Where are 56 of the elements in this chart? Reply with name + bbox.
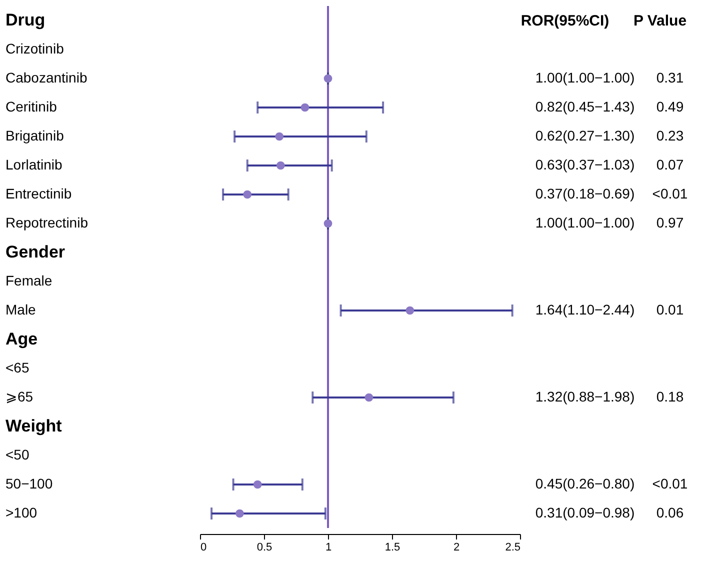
y-tick-label: ⩾65: [6, 388, 34, 404]
data-label: 0.45(0.26−0.80): [535, 476, 635, 492]
x-tick-label: 1: [325, 542, 332, 554]
text: 0.01: [656, 302, 684, 318]
x-tick-label: 2.5: [505, 542, 520, 554]
point: [364, 393, 374, 402]
data-label: 1.00(1.00−1.00): [535, 214, 635, 230]
x-tick-label: 2: [453, 542, 460, 554]
point: [324, 219, 332, 228]
text: 0.23: [656, 128, 684, 144]
y-tick-label: Brigatinib: [6, 128, 64, 144]
point: [324, 74, 332, 83]
y-tick-label: Gender: [6, 242, 66, 262]
point: [235, 509, 244, 518]
y-tick-label: Female: [6, 272, 52, 288]
point: [300, 103, 310, 112]
text: 0.49: [656, 98, 684, 114]
text: <0.01: [652, 186, 688, 202]
text: P Value: [633, 12, 687, 30]
y-tick-label: Ceritinib: [6, 98, 58, 114]
text: 0.07: [656, 156, 684, 172]
text: 0.97: [656, 214, 684, 230]
x-tick-label: 0: [200, 542, 207, 554]
y-tick-label: <50: [6, 446, 30, 462]
y-tick-label: Age: [6, 330, 38, 348]
text: <0.01: [652, 476, 688, 492]
y-tick-label: 50−100: [6, 476, 53, 492]
data-label: 1.32(0.88−1.98): [535, 388, 635, 404]
data-label: 0.31(0.09−0.98): [535, 504, 635, 520]
text: 0.18: [656, 388, 684, 404]
data-label: 0.62(0.27−1.30): [535, 128, 635, 144]
point: [275, 132, 284, 141]
x-tick-label: 1.5: [384, 542, 400, 554]
y-tick-label: Male: [6, 302, 36, 318]
point: [276, 161, 285, 170]
data-label: 1.00(1.00−1.00): [535, 70, 635, 86]
y-tick-label: <65: [6, 360, 30, 376]
text: 0.06: [656, 504, 684, 520]
point: [406, 306, 414, 315]
y-tick-label: Cabozantinib: [6, 70, 88, 86]
x-tick-label: 0.5: [256, 542, 272, 554]
point: [243, 190, 252, 199]
y-tick-label: Drug: [6, 10, 46, 30]
text: 0.31: [656, 70, 684, 86]
y-tick-label: Repotrectinib: [6, 214, 88, 230]
y-tick-label: >100: [6, 504, 38, 520]
data-label: 0.63(0.37−1.03): [535, 156, 635, 172]
y-tick-label: Lorlatinib: [6, 156, 63, 172]
data-label: 1.64(1.10−2.44): [535, 302, 635, 318]
text: ROR(95%CI): [520, 12, 610, 30]
data-label: 0.37(0.18−0.69): [535, 186, 635, 202]
data-label: 0.82(0.45−1.43): [535, 98, 635, 114]
point: [253, 480, 262, 489]
y-tick-label: Entrectinib: [6, 186, 72, 202]
y-tick-label: Crizotinib: [6, 40, 64, 56]
y-tick-label: Weight: [6, 416, 62, 436]
